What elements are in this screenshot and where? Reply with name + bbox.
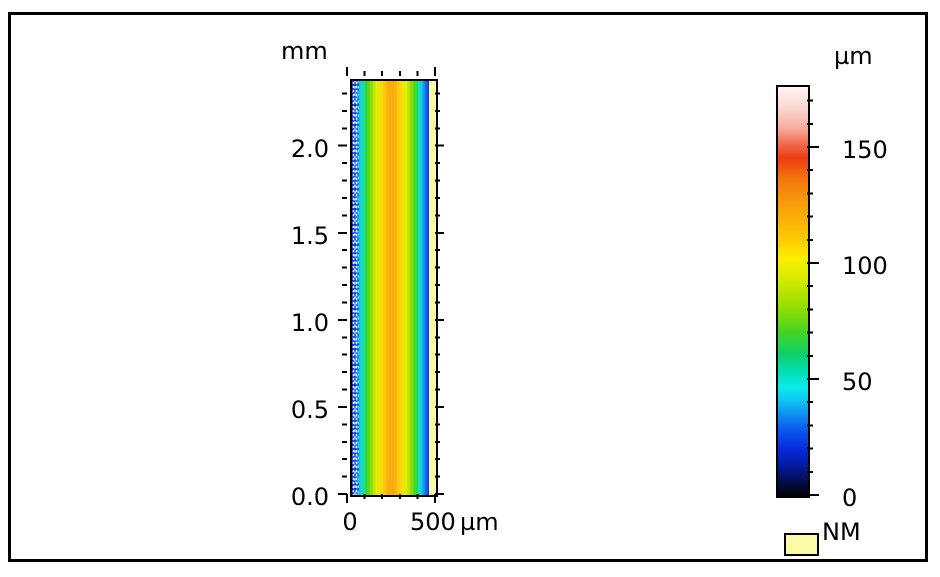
- x-tick-label-0: 0: [342, 508, 358, 536]
- strip-texture: [352, 81, 429, 495]
- colorbar-tick-label-100: 100: [842, 252, 888, 280]
- y-axis-unit-label: mm: [281, 37, 328, 65]
- x-tick-label-500: 500: [410, 508, 456, 536]
- nm-legend-swatch: [784, 533, 819, 556]
- y-tick-label-0.0: 0.0: [290, 483, 329, 511]
- y-tick-label-0.5: 0.5: [290, 396, 329, 424]
- colorbar-unit-label: µm: [834, 42, 873, 70]
- y-tick-label-1.0: 1.0: [290, 309, 329, 337]
- left-edge-noise: [352, 81, 359, 495]
- colorbar: [776, 85, 810, 498]
- non-measured-band: [429, 81, 436, 495]
- figure-frame: mm 2.0 1.5 1.0 0.5 0.0 0 500 µm µm 150 1…: [8, 12, 928, 562]
- nm-legend-label: NM: [822, 518, 861, 546]
- colorbar-tick-label-150: 150: [842, 136, 888, 164]
- colorbar-gradient: [778, 87, 808, 496]
- x-axis-unit-label: µm: [460, 508, 499, 536]
- colorbar-tick-label-50: 50: [842, 368, 873, 396]
- y-tick-label-1.5: 1.5: [290, 222, 329, 250]
- colorbar-tick-label-0: 0: [842, 484, 858, 512]
- height-map: [350, 79, 438, 497]
- y-tick-label-2.0: 2.0: [290, 135, 329, 163]
- height-map-measured-strip: [352, 81, 429, 495]
